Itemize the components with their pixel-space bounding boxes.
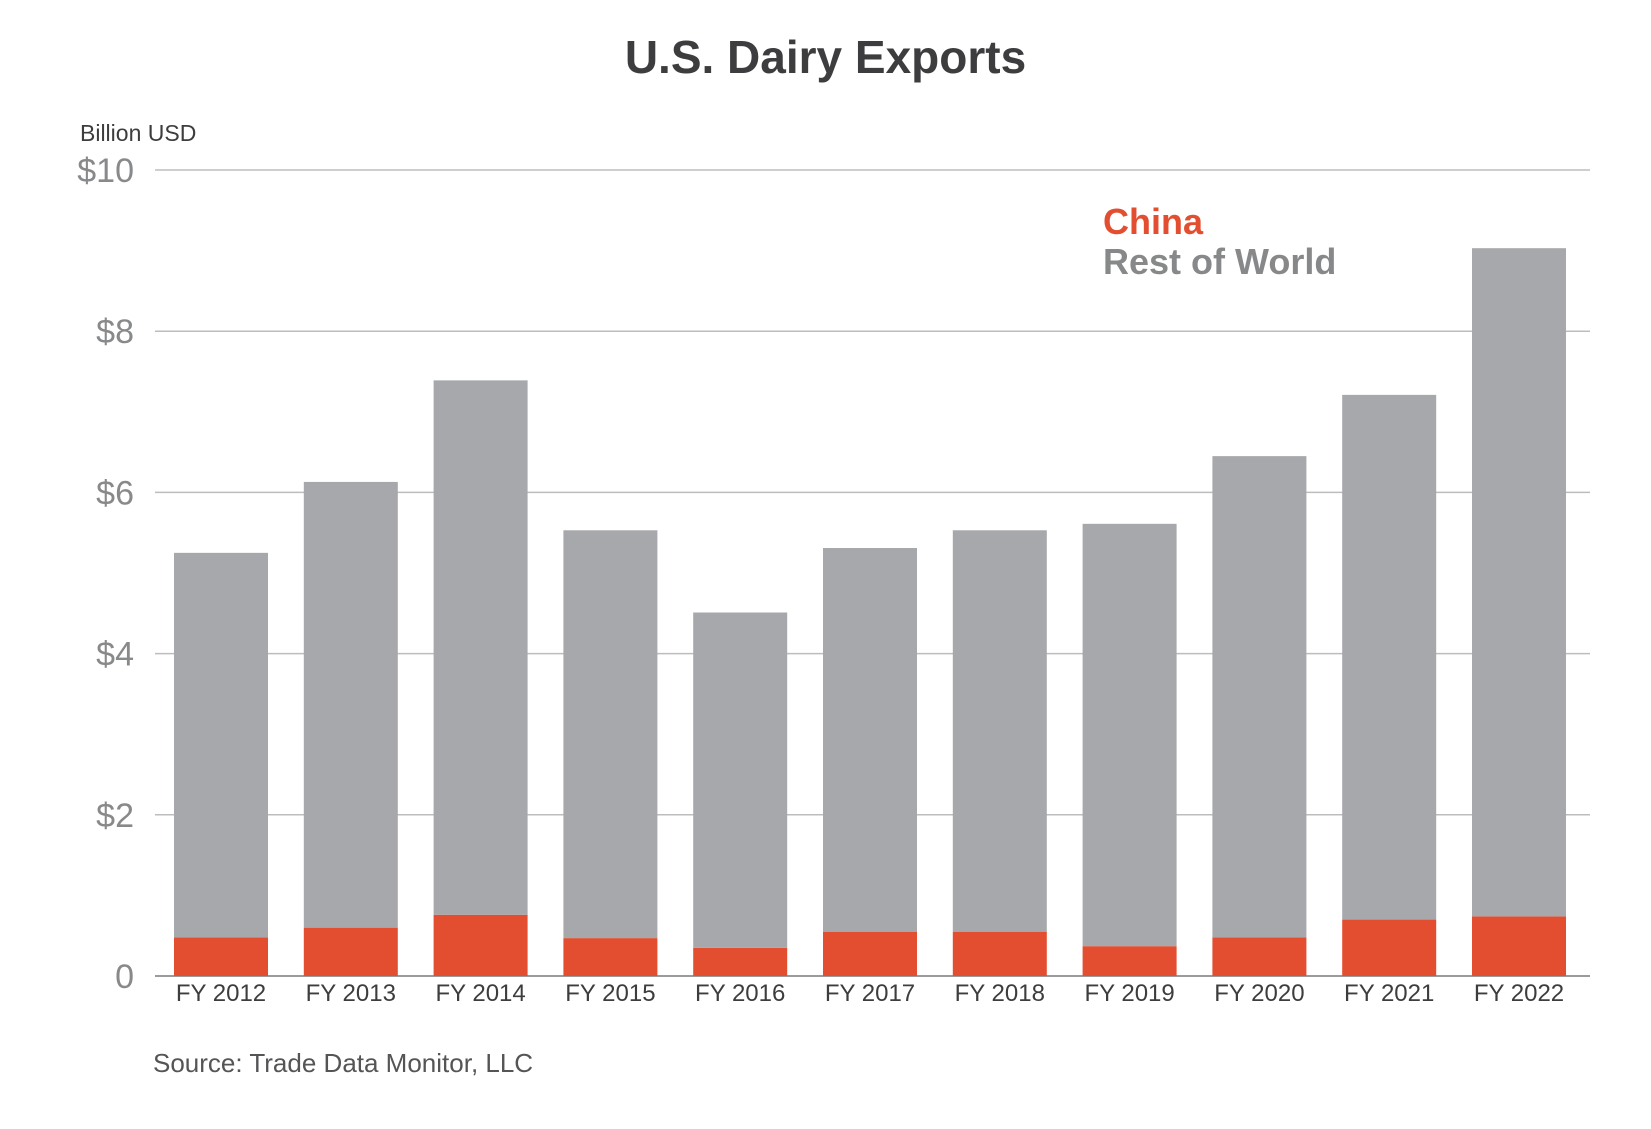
y-tick-label: $4	[96, 636, 134, 674]
bar-china	[303, 927, 398, 976]
legend-item-rest-of-world: Rest of World	[1103, 241, 1337, 282]
bar-rest-of-world	[952, 530, 1047, 932]
bar-china	[563, 938, 658, 976]
x-tick-label: FY 2017	[825, 980, 915, 1007]
bar-rest-of-world	[1472, 248, 1566, 917]
bar-china	[823, 931, 917, 976]
bar-china	[952, 931, 1047, 976]
bar-china	[693, 947, 788, 976]
bar-rest-of-world	[174, 552, 268, 938]
x-tick-label: FY 2014	[435, 980, 525, 1007]
x-tick-label: FY 2020	[1214, 980, 1304, 1007]
bar-rest-of-world	[303, 481, 398, 928]
x-tick-label: FY 2015	[565, 980, 655, 1007]
chart-title: U.S. Dairy Exports	[624, 31, 1027, 83]
bars	[174, 248, 1566, 976]
y-tick-label: 0	[115, 958, 134, 996]
x-tick-label: FY 2019	[1084, 980, 1174, 1007]
x-tick-label: FY 2013	[306, 980, 396, 1007]
bar-rest-of-world	[1342, 394, 1437, 920]
y-tick-label: $2	[96, 797, 134, 835]
x-axis-ticks: FY 2012 FY 2013 FY 2014 FY 2015 FY 2016 FY 20…	[176, 980, 1564, 1007]
y-axis-ticks: 0 $2 $4 $6 $8 $10	[77, 152, 134, 996]
bar-china	[174, 937, 268, 976]
bar-china	[1342, 919, 1437, 976]
bar-rest-of-world	[1212, 456, 1307, 938]
bar-rest-of-world	[563, 530, 658, 939]
x-tick-label: FY 2018	[955, 980, 1045, 1007]
source-note: Source: Trade Data Monitor, LLC	[153, 1048, 534, 1078]
bar-china	[433, 914, 528, 976]
y-tick-label: $8	[96, 313, 134, 351]
x-tick-label: FY 2016	[695, 980, 785, 1007]
bar-rest-of-world	[823, 548, 917, 932]
y-axis-unit-label: Billion USD	[80, 120, 197, 146]
y-tick-label: $10	[77, 152, 134, 190]
x-tick-label: FY 2022	[1474, 980, 1564, 1007]
x-tick-label: FY 2012	[176, 980, 266, 1007]
bar-china	[1082, 946, 1177, 976]
bar-china	[1472, 916, 1566, 976]
x-tick-label: FY 2021	[1344, 980, 1434, 1007]
bar-rest-of-world	[693, 612, 788, 948]
y-tick-label: $6	[96, 474, 134, 512]
bar-rest-of-world	[1082, 523, 1177, 947]
legend-item-china: China	[1103, 201, 1204, 242]
bar-rest-of-world	[433, 380, 528, 915]
bar-china	[1212, 937, 1307, 976]
legend: China Rest of World	[1103, 202, 1336, 282]
